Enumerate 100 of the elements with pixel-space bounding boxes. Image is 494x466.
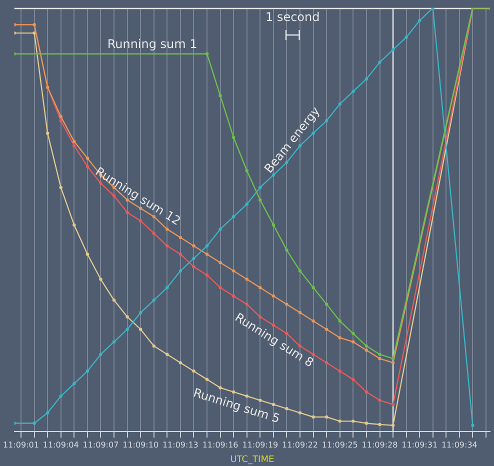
x-tick-label: 11:09:01 xyxy=(3,440,39,450)
point xyxy=(139,219,142,222)
point xyxy=(258,286,262,290)
point xyxy=(272,294,276,298)
point xyxy=(205,378,209,382)
point xyxy=(178,236,182,240)
point xyxy=(192,256,196,260)
point xyxy=(298,144,302,148)
point xyxy=(364,77,368,81)
annotation: 1 second xyxy=(265,10,320,24)
point xyxy=(338,369,342,373)
point xyxy=(166,244,169,248)
point xyxy=(232,269,236,273)
point xyxy=(298,269,302,273)
point xyxy=(245,169,248,172)
point xyxy=(86,156,90,160)
point xyxy=(86,164,90,168)
point xyxy=(59,394,62,398)
point xyxy=(285,332,288,336)
x-tick-label: 11:09:25 xyxy=(322,440,358,450)
point xyxy=(391,356,395,360)
point xyxy=(152,232,156,235)
point xyxy=(258,198,262,202)
point xyxy=(338,336,342,340)
point xyxy=(364,422,368,425)
x-tick-label: 11:09:04 xyxy=(42,440,79,450)
point xyxy=(72,144,76,148)
point xyxy=(152,215,156,218)
point xyxy=(418,18,422,22)
x-tick-label: 11:09:13 xyxy=(162,440,198,450)
x-tick-label: 11:09:07 xyxy=(82,440,119,450)
point xyxy=(352,420,355,423)
point xyxy=(205,274,209,277)
point xyxy=(232,215,236,218)
point xyxy=(192,244,196,248)
point xyxy=(46,411,50,414)
point xyxy=(46,132,50,135)
point xyxy=(352,378,355,382)
point xyxy=(471,424,474,427)
point xyxy=(298,411,302,414)
point xyxy=(378,356,382,360)
point xyxy=(152,298,156,302)
point xyxy=(325,302,328,306)
point xyxy=(312,415,315,419)
point xyxy=(338,420,342,423)
point xyxy=(59,186,62,190)
point xyxy=(232,136,236,139)
point xyxy=(245,202,248,206)
point xyxy=(166,228,169,231)
point xyxy=(325,119,328,122)
point xyxy=(178,361,182,364)
point xyxy=(338,319,342,323)
point xyxy=(391,424,395,427)
point xyxy=(139,311,142,314)
point xyxy=(112,340,116,344)
point xyxy=(338,102,342,106)
x-tick-label: 11:09:31 xyxy=(402,440,438,450)
point xyxy=(86,369,90,373)
x-tick-label: 11:09:34 xyxy=(441,440,478,450)
point xyxy=(192,265,196,268)
point xyxy=(391,361,395,364)
point xyxy=(112,298,116,302)
x-tick-label: 11:09:22 xyxy=(282,440,318,450)
point xyxy=(352,340,355,344)
point xyxy=(404,36,408,39)
point xyxy=(285,407,288,410)
point xyxy=(391,48,395,52)
point xyxy=(298,311,302,314)
point xyxy=(325,361,328,364)
point xyxy=(178,269,182,273)
point xyxy=(378,60,382,64)
point xyxy=(99,352,102,356)
x-tick-label: 11:09:19 xyxy=(242,440,278,450)
point xyxy=(352,332,355,336)
point xyxy=(325,415,328,419)
point xyxy=(285,302,288,306)
point xyxy=(258,186,262,190)
point xyxy=(126,328,129,331)
point xyxy=(258,398,262,402)
point xyxy=(218,260,222,264)
point xyxy=(218,228,222,231)
point xyxy=(245,278,248,281)
point xyxy=(272,173,276,177)
point xyxy=(352,90,355,94)
point xyxy=(364,344,368,348)
point xyxy=(166,352,169,356)
point xyxy=(272,402,276,406)
point xyxy=(245,394,248,398)
point xyxy=(205,244,209,248)
series-label: Running sum 1 xyxy=(107,37,198,52)
point xyxy=(378,398,382,402)
point xyxy=(205,52,209,56)
point xyxy=(378,352,382,356)
point xyxy=(312,352,315,356)
point xyxy=(32,422,36,425)
point xyxy=(192,369,196,373)
point xyxy=(364,348,368,352)
point xyxy=(72,382,76,386)
point xyxy=(86,252,90,256)
point xyxy=(126,315,129,318)
